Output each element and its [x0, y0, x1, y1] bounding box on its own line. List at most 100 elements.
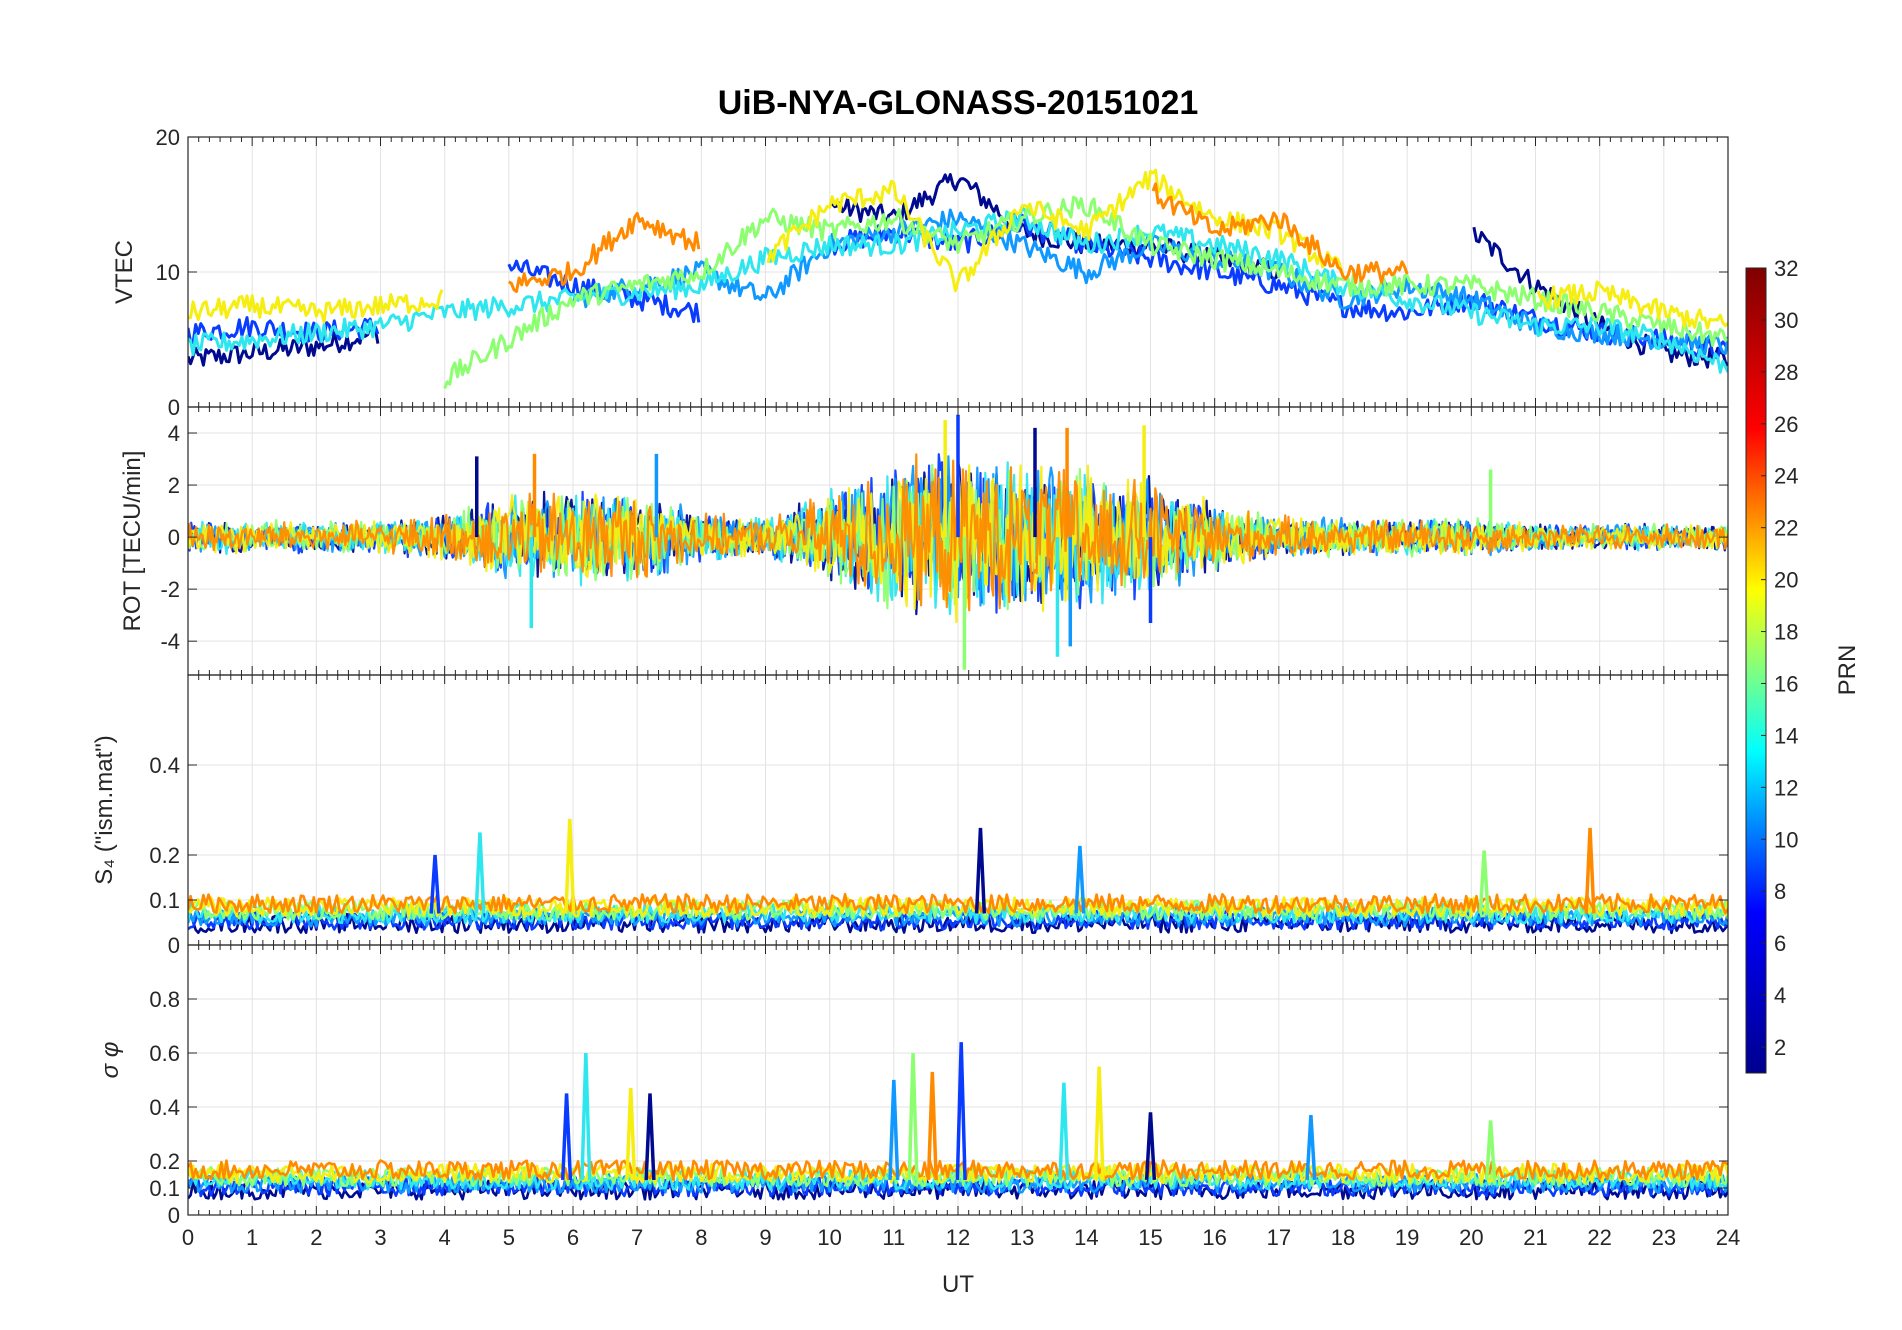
y-tick-label: 4 [168, 421, 180, 446]
ylabel-vtec: VTEC [111, 240, 138, 304]
ylabel-s4: S₄ ("ism.mat") [91, 735, 118, 885]
colorbar-tick-label: 14 [1774, 723, 1798, 748]
x-tick-label: 24 [1716, 1225, 1740, 1250]
colorbar-tick-label: 32 [1774, 256, 1798, 281]
y-tick-label: -2 [160, 577, 180, 602]
x-tick-label: 13 [1010, 1225, 1034, 1250]
spike [644, 1093, 656, 1180]
spike [926, 1071, 938, 1180]
colorbar-tick-label: 26 [1774, 412, 1798, 437]
panel-s4: 0 0.1 0.2 0.4 S₄ ("ism.mat") [91, 674, 1729, 958]
spike [560, 1093, 573, 1180]
colorbar-label: PRN [1834, 645, 1861, 696]
y-tick-label: 0.1 [149, 888, 180, 913]
y-tick-label: -4 [160, 629, 180, 654]
x-tick-label: 10 [817, 1225, 841, 1250]
spike [907, 1052, 919, 1180]
y-tick-label: 0.4 [149, 1095, 180, 1120]
x-tick-label: 14 [1074, 1225, 1098, 1250]
x-tick-label: 23 [1652, 1225, 1676, 1250]
panel-rot: -4 -2 0 2 4 ROT [TECU/min] [119, 406, 1729, 676]
spike [580, 1052, 592, 1180]
y-tick-label: 0.2 [149, 843, 180, 868]
x-tick-label: 19 [1395, 1225, 1419, 1250]
x-tick-label: 17 [1267, 1225, 1291, 1250]
ylabel-rot: ROT [TECU/min] [119, 451, 146, 632]
colorbar-tick-label: 20 [1774, 568, 1798, 593]
x-tick-label: 9 [759, 1225, 771, 1250]
y-tick-label: 0.6 [149, 1041, 180, 1066]
y-tick-label: 0.8 [149, 987, 180, 1012]
series-line [188, 892, 1728, 915]
colorbar-tick-label: 18 [1774, 620, 1798, 645]
series-rot [188, 414, 1728, 670]
y-tick-label: 0 [168, 395, 180, 420]
spike [1584, 827, 1596, 914]
x-tick-label: 4 [439, 1225, 451, 1250]
colorbar-tick-label: 2 [1774, 1035, 1786, 1060]
y-tick-label: 0 [168, 1203, 180, 1228]
colorbar-tick-label: 16 [1774, 671, 1798, 696]
spike [955, 1042, 967, 1180]
y-tick-label: 2 [168, 473, 180, 498]
series-line [507, 182, 1409, 293]
spike [1484, 1120, 1497, 1181]
x-tick-label: 11 [882, 1225, 905, 1250]
x-tick-label: 6 [567, 1225, 579, 1250]
x-tick-label: 2 [310, 1225, 322, 1250]
spike [474, 832, 486, 914]
xlabel-ut: UT [942, 1271, 974, 1298]
colorbar-tick-label: 24 [1774, 464, 1798, 489]
colorbar-gradient [1745, 267, 1767, 1074]
x-tick-label: 7 [631, 1225, 643, 1250]
series-line [188, 902, 1728, 925]
series-vtec [188, 168, 1728, 390]
grid-vtec [187, 136, 1729, 408]
spike [1093, 1066, 1105, 1180]
y-tick-label: 0.1 [149, 1176, 180, 1201]
y-tick-label: 0.4 [149, 753, 180, 778]
colorbar-tick-label: 12 [1774, 775, 1798, 800]
colorbar-tick-label: 10 [1774, 827, 1798, 852]
colorbar-tick-label: 30 [1774, 308, 1798, 333]
spike [1144, 1112, 1157, 1180]
x-tick-label: 15 [1138, 1225, 1162, 1250]
spike [625, 1088, 637, 1180]
panel-vtec: 0 10 20 VTEC [111, 125, 1729, 420]
series-s4 [188, 818, 1728, 935]
colorbar-tick-label: 6 [1774, 931, 1786, 956]
x-tick-label: 8 [695, 1225, 707, 1250]
x-tick-label: 22 [1587, 1225, 1611, 1250]
spike [974, 827, 987, 914]
y-tick-label: 20 [156, 125, 180, 150]
spike [1074, 845, 1086, 914]
colorbar-tick-label: 28 [1774, 360, 1798, 385]
spike [888, 1079, 900, 1180]
x-tick-label: 0 [182, 1225, 194, 1250]
colorbar-tick-label: 8 [1774, 879, 1786, 904]
x-tick-label: 3 [374, 1225, 386, 1250]
series-line [443, 195, 1728, 390]
panel-sigma-phi: 00.10.20.40.60.80 1 2 3 4 5 6 7 8 9 10 11 12 13 14 15 16… [97, 944, 1740, 1298]
x-tick-label: 16 [1202, 1225, 1226, 1250]
axes-frame [187, 944, 1729, 1216]
x-tick-label: 18 [1331, 1225, 1355, 1250]
colorbar-tick-label: 4 [1774, 983, 1786, 1008]
axes-s4: 0 0.1 0.2 0.4 [149, 674, 1729, 958]
x-tick-label: 5 [503, 1225, 515, 1250]
series-line [571, 208, 1728, 356]
y-tick-label: 0.2 [149, 1149, 180, 1174]
spike [1478, 850, 1490, 914]
chart-title: UiB-NYA-GLONASS-20151021 [718, 84, 1199, 122]
y-tick-label: 0 [168, 525, 180, 550]
x-tick-label: 20 [1459, 1225, 1483, 1250]
ylabel-sigma-phi: σ φ [97, 1042, 124, 1079]
x-tick-label: 1 [246, 1225, 258, 1250]
x-tick-label: 12 [946, 1225, 970, 1250]
y-tick-label: 10 [156, 260, 180, 285]
colorbar-tick-label: 22 [1774, 516, 1798, 541]
spike [1058, 1082, 1070, 1180]
